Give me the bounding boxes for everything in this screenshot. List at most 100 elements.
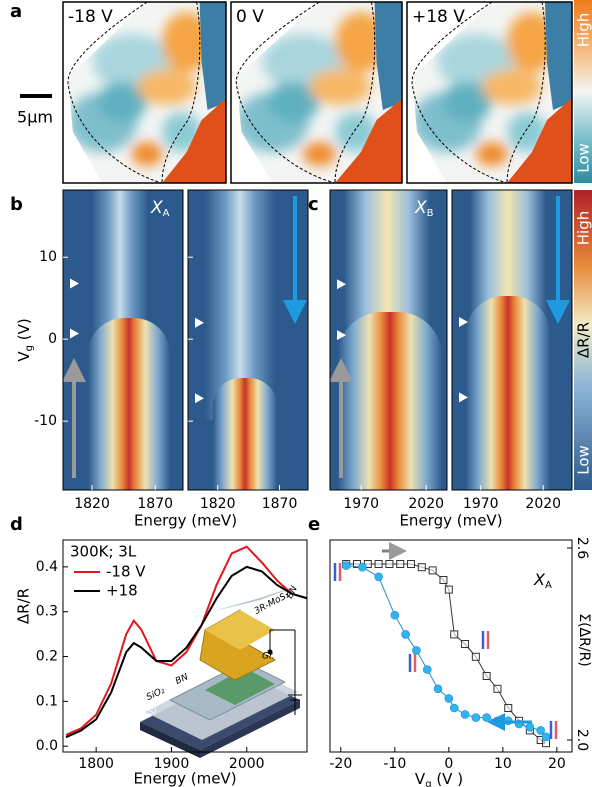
inset-label: SiO₂ — [145, 686, 167, 703]
data-point — [536, 726, 545, 735]
data-point — [374, 572, 383, 582]
map-image — [231, 2, 403, 183]
colorbar-label: Low — [575, 445, 592, 475]
gate-marker — [70, 278, 79, 289]
device-inset — [140, 585, 302, 758]
x-axis-label: Energy (meV) — [133, 770, 236, 787]
x-tick-label: 1900 — [154, 756, 190, 772]
map-frame — [451, 189, 573, 491]
colorbar-label: High — [575, 13, 592, 47]
y-tick-label: 10 — [39, 249, 57, 265]
x-tick-label: 20 — [548, 756, 566, 772]
map-label: -18 V — [68, 7, 113, 27]
y-axis-label: ΔR/R — [15, 588, 33, 624]
x-tick-label: 1800 — [78, 756, 114, 772]
data-point — [401, 630, 410, 639]
y-tick-label: 0.0 — [36, 738, 58, 754]
x-tick-label: 2000 — [229, 756, 265, 772]
heatmap-image — [330, 190, 447, 490]
data-point — [525, 722, 535, 732]
colorbar-label: ΔR/R — [575, 322, 592, 358]
data-point — [449, 703, 459, 713]
annotation: XA — [533, 570, 552, 592]
gate-marker — [337, 279, 346, 290]
map-frame — [187, 189, 309, 491]
data-point — [482, 672, 491, 680]
x-tick-label: 1820 — [74, 496, 110, 512]
y-tick-label: 0.2 — [36, 649, 58, 665]
gate-marker — [337, 330, 346, 341]
map-frame — [329, 189, 448, 491]
inset-label: BN — [174, 672, 190, 687]
data-point — [396, 560, 405, 568]
data-point — [460, 710, 470, 719]
annotation: 300K; 3L — [70, 543, 137, 561]
data-point — [450, 630, 459, 639]
legend-label: -18 V — [106, 563, 146, 581]
data-point — [493, 684, 502, 693]
x-axis-label: Energy (meV) — [134, 512, 237, 530]
data-line — [65, 545, 308, 736]
x-tick-label: -20 — [329, 756, 352, 772]
data-point — [433, 684, 443, 694]
data-line — [65, 565, 308, 739]
heatmap-image — [452, 190, 572, 490]
colorbar-label: Low — [575, 143, 592, 173]
inset-label: Si — [148, 708, 157, 718]
panel-label: b — [10, 194, 23, 215]
y-tick-label: -10 — [34, 413, 57, 429]
y2-tick-label: 2.0 — [574, 729, 590, 751]
plot-frame — [62, 539, 308, 753]
map-image — [407, 2, 572, 183]
panel-label: a — [10, 1, 22, 22]
x-tick-label: 1870 — [137, 496, 173, 512]
y-tick-label: 0.4 — [36, 559, 58, 575]
data-point — [374, 560, 383, 568]
data-point — [385, 560, 394, 568]
gate-marker — [459, 316, 468, 327]
x-tick-label: 1870 — [262, 496, 298, 512]
map-image — [63, 2, 226, 183]
data-point — [504, 704, 513, 712]
data-point — [471, 713, 481, 722]
gate-marker — [70, 328, 79, 339]
gate-marker — [459, 392, 468, 403]
data-point — [541, 732, 551, 742]
panel-label: c — [308, 194, 319, 215]
legend-label: +18 — [106, 582, 138, 600]
y-tick-label: 0.3 — [36, 604, 58, 620]
data-point — [412, 646, 421, 655]
map-frame — [230, 1, 403, 184]
data-point — [482, 713, 491, 722]
map-label: 0 V — [236, 7, 264, 27]
scale-bar-label: 5μm — [17, 108, 53, 127]
x-tick-label: 2020 — [525, 496, 561, 512]
y-axis-label: Vg (V) — [15, 318, 36, 361]
heatmap-image — [63, 190, 183, 490]
x-tick-label: -10 — [383, 756, 406, 772]
data-point — [390, 610, 400, 620]
gate-marker — [195, 317, 204, 328]
data-point — [461, 640, 470, 648]
x-tick-label: 1820 — [200, 496, 236, 512]
map-frame — [62, 1, 227, 184]
annotation: XA — [150, 198, 170, 219]
map-frame — [62, 189, 184, 491]
y2-tick-label: 2.6 — [574, 537, 590, 559]
heatmap-image — [188, 190, 308, 490]
data-point — [417, 563, 426, 572]
data-point — [444, 694, 454, 703]
x-axis-label: Energy (meV) — [399, 512, 502, 530]
colorbar-label: High — [575, 211, 592, 245]
y-tick-label: 0.1 — [36, 693, 58, 709]
data-point — [407, 560, 416, 568]
x-tick-label: 1970 — [463, 496, 499, 512]
colorbar — [574, 190, 592, 490]
y2-axis-label: Σ(ΔR/R) — [576, 613, 592, 667]
annotation: XB — [414, 198, 434, 219]
data-point — [439, 576, 448, 584]
data-point — [422, 665, 432, 674]
y-tick-label: 0 — [48, 331, 57, 347]
map-label: +18 V — [412, 7, 465, 27]
